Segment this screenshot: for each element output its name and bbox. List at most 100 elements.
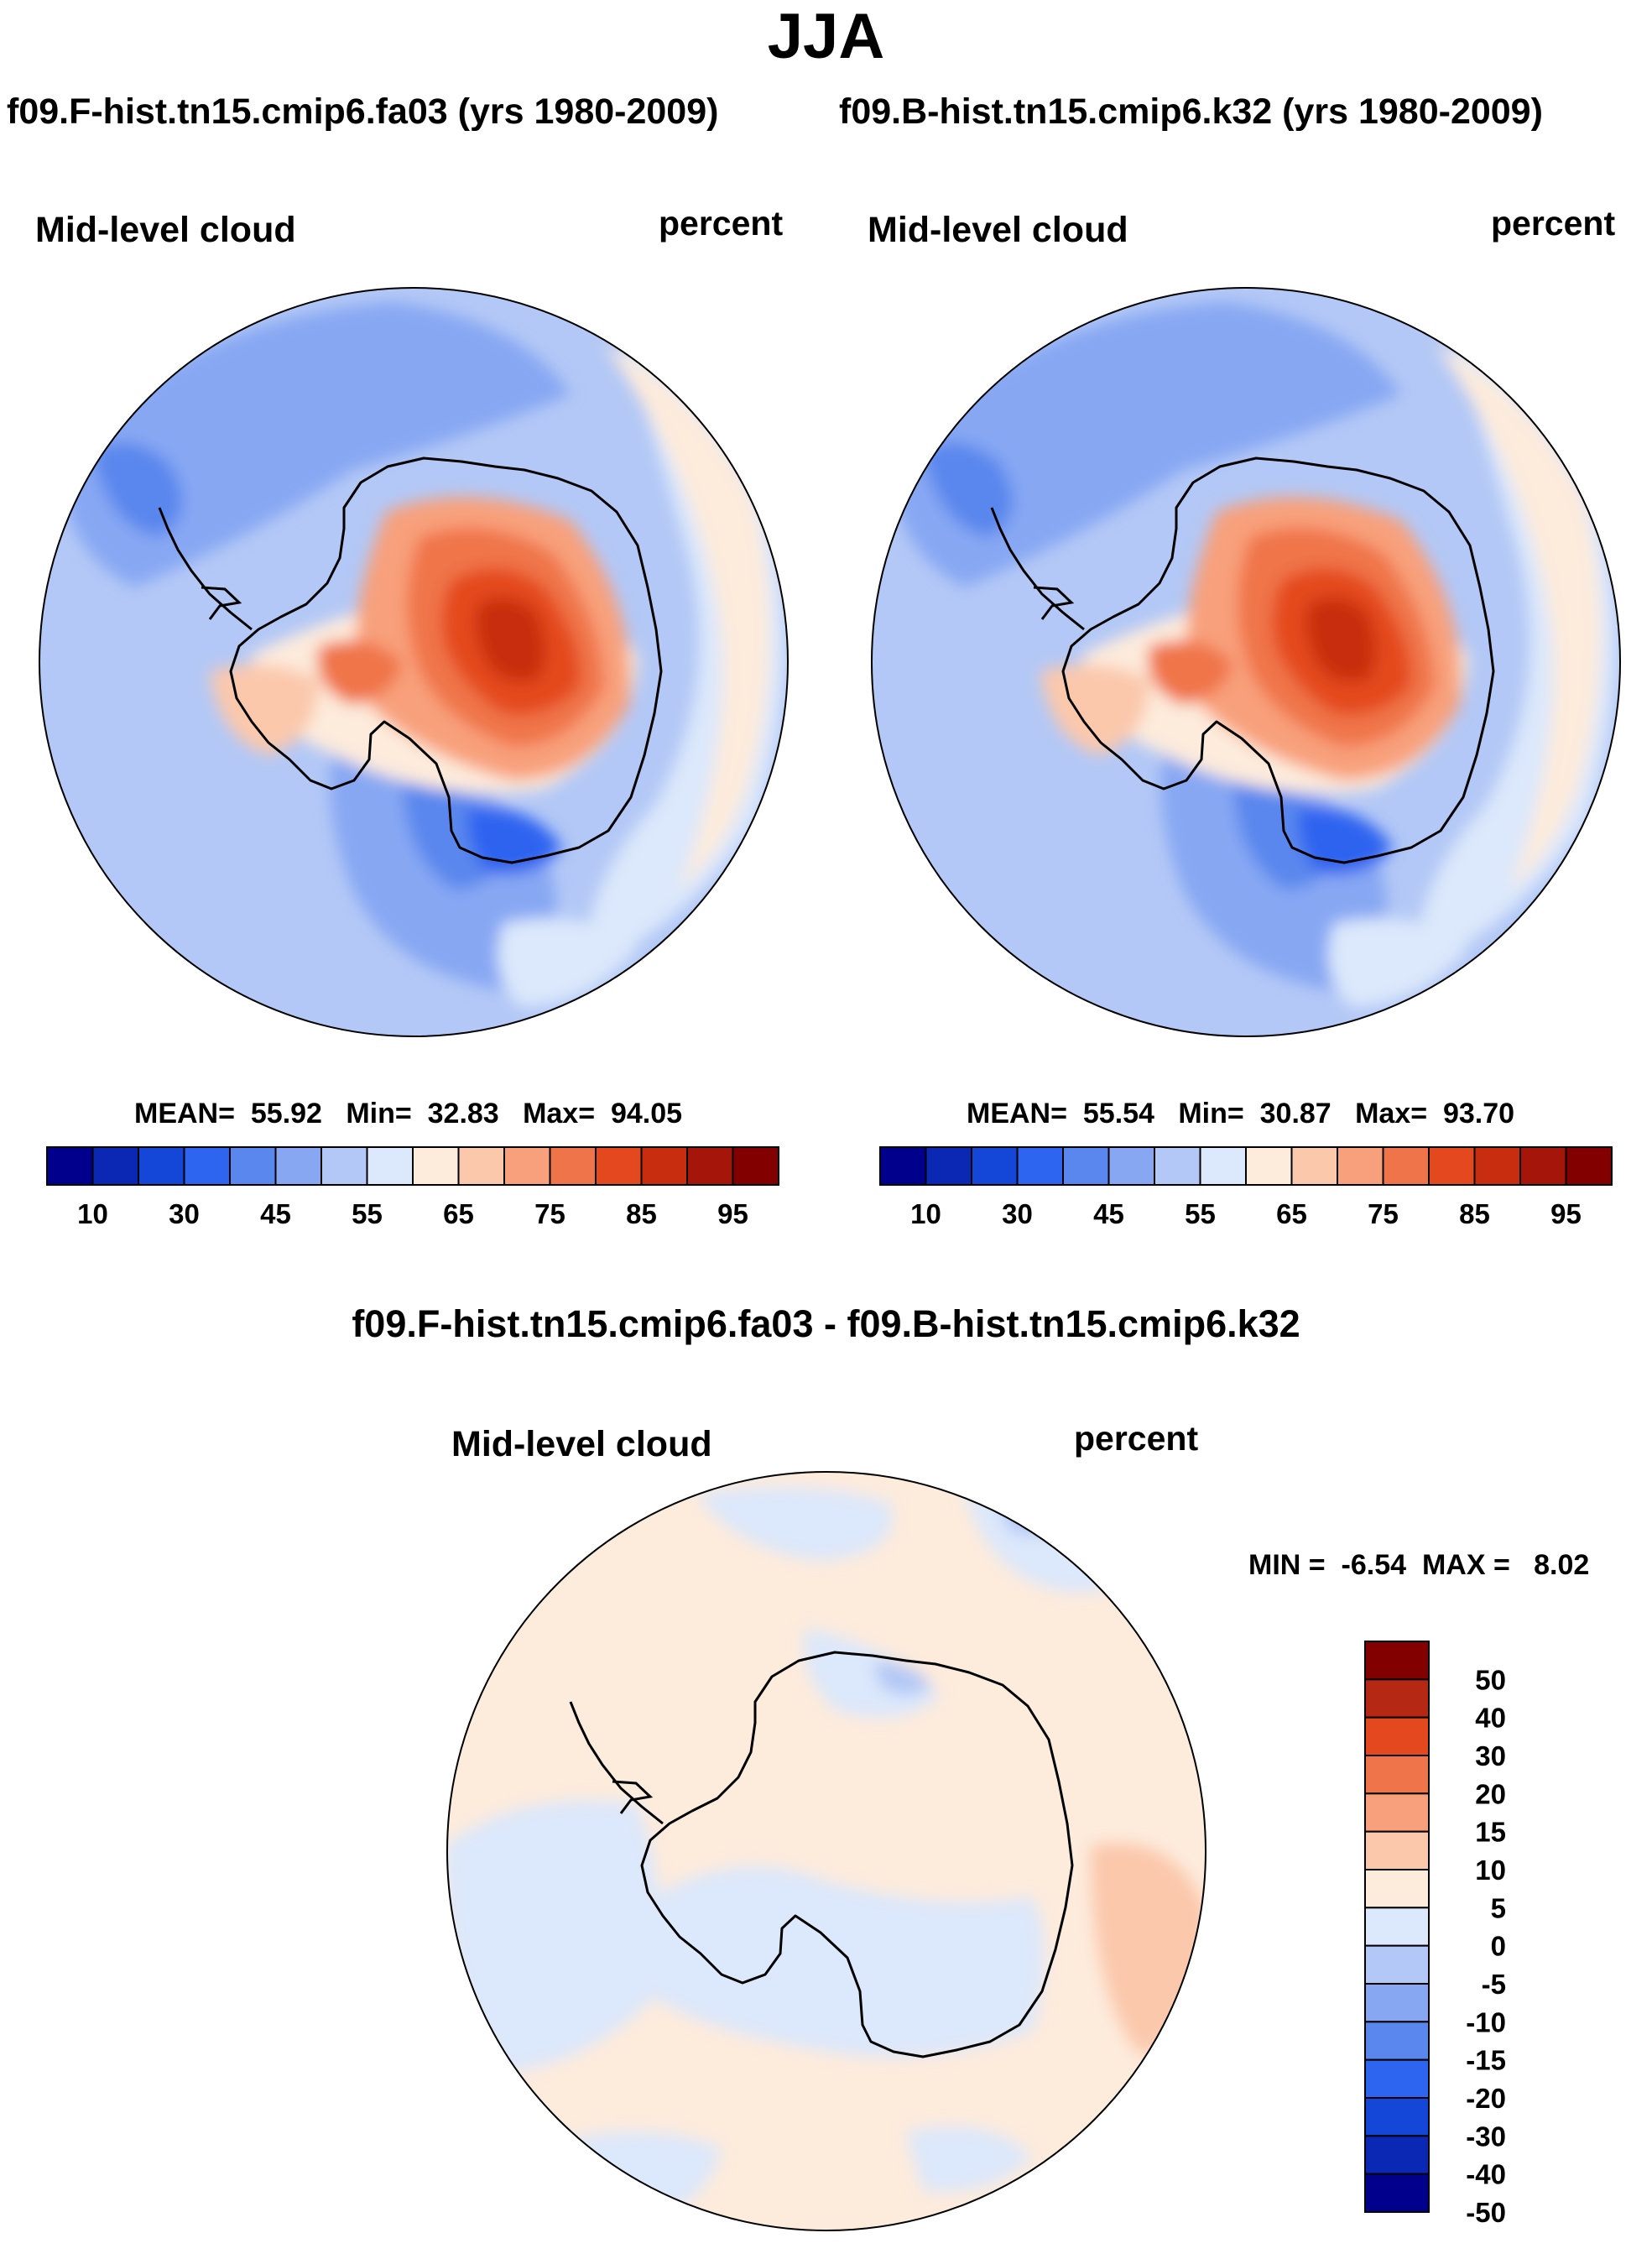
panel-a-colorbar-swatch [412, 1146, 460, 1186]
panel-a-colorbar-swatch [457, 1146, 505, 1186]
panel-c-colorbar-tick-label: 20 [1475, 1778, 1506, 1809]
panel-b-colorbar-swatch [1199, 1146, 1247, 1186]
panel-a-colorbar-tick-label: 85 [626, 1198, 657, 1229]
panel-c-colorbar-tick-label: -30 [1466, 2121, 1506, 2152]
panel-b-mean-value: 55.54 [1082, 1098, 1154, 1130]
panel-c-stats: MIN = -6.54 MAX = 8.02 [1248, 1551, 1589, 1579]
panel-b-map-frame [871, 287, 1621, 1037]
panel-c-colorbar-tick-label: -5 [1482, 1969, 1506, 2000]
panel-b-colorbar-swatch [925, 1146, 972, 1186]
panel-a-colorbar-swatch [732, 1146, 779, 1186]
panel-a-min-value: 32.83 [427, 1098, 499, 1130]
panel-a-units-label: percent [659, 204, 784, 243]
panel-a-mean-label: MEAN= [134, 1098, 235, 1130]
panel-a-colorbar-swatch [640, 1146, 688, 1186]
panel-a-colorbar-tick-label: 45 [260, 1198, 291, 1229]
panel-b-variable-label: Mid-level cloud [868, 210, 1128, 250]
panel-c-min-label: MIN = [1248, 1549, 1326, 1581]
panel-a-colorbar-swatch [183, 1146, 231, 1186]
panel-c-colorbar-tick-label: 30 [1475, 1740, 1506, 1771]
panel-b-colorbar-swatch [1290, 1146, 1338, 1186]
panel-c-colorbar-tick-label: 40 [1475, 1703, 1506, 1734]
panel-b-colorbar-swatch [1016, 1146, 1064, 1186]
panel-b-max-value: 93.70 [1442, 1098, 1515, 1130]
panel-a-colorbar-swatch [91, 1146, 139, 1186]
panel-b-colorbar-tick-label: 55 [1185, 1198, 1216, 1229]
panel-a-stats: MEAN= 55.92 Min= 32.83 Max= 94.05 [134, 1099, 682, 1128]
panel-c-colorbar-swatch [1364, 2021, 1430, 2061]
panel-b-peninsula [990, 507, 1085, 631]
panel-a-max-value: 94.05 [610, 1098, 683, 1130]
panel-b-colorbar-swatch [1473, 1146, 1521, 1186]
panel-c-colorbar-tick-label: 5 [1491, 1892, 1506, 1923]
panel-c-colorbar-swatch [1364, 2173, 1430, 2214]
panel-c-colorbar-swatch [1364, 1907, 1430, 1947]
panel-c-colorbar-tick-label: -15 [1466, 2045, 1506, 2076]
panel-c-colorbar-swatch [1364, 1983, 1430, 2023]
panel-c-colorbar-tick-label: 0 [1491, 1931, 1506, 1962]
panel-b-colorbar-swatch [1519, 1146, 1567, 1186]
panel-b-min-value: 30.87 [1259, 1098, 1332, 1130]
panel-c-colorbar-swatch [1364, 1755, 1430, 1795]
panel-c-colorbar-swatch [1364, 1716, 1430, 1756]
panel-a-colorbar-swatch [595, 1146, 643, 1186]
panel-a-colorbar-tick-label: 10 [77, 1198, 108, 1229]
panel-b-colorbar-swatch [1428, 1146, 1476, 1186]
panel-c-colorbar-tick-label: 50 [1475, 1664, 1506, 1695]
panel-a-colorbar-swatch [366, 1146, 414, 1186]
panel-c-colorbar-swatch [1364, 1641, 1430, 1681]
panel-b-map [871, 287, 1621, 1037]
panel-a-coastline [229, 456, 663, 864]
panel-b-run-title: f09.B-hist.tn15.cmip6.k32 (yrs 1980-2009… [839, 91, 1543, 132]
panel-c-colorbar-tick-label: -50 [1466, 2197, 1506, 2228]
panel-a-colorbar-swatch [46, 1146, 94, 1186]
panel-b-colorbar-tick-label: 45 [1093, 1198, 1124, 1229]
panel-b-colorbar-swatch [1382, 1146, 1430, 1186]
panel-a-colorbar-swatch [320, 1146, 368, 1186]
panel-c-peninsula [569, 1701, 664, 1825]
panel-a-colorbar-tick-label: 55 [352, 1198, 383, 1229]
panel-b-units-label: percent [1491, 204, 1616, 243]
panel-b-mean-label: MEAN= [967, 1098, 1067, 1130]
panel-c-units-label: percent [1074, 1419, 1199, 1458]
panel-b-colorbar-tick-label: 95 [1550, 1198, 1582, 1229]
panel-b-colorbar-tick-label: 30 [1002, 1198, 1033, 1229]
panel-b-colorbar-tick-label: 10 [910, 1198, 941, 1229]
panel-c-map [446, 1471, 1206, 2231]
panel-b-colorbar-tick-label: 75 [1368, 1198, 1399, 1229]
panel-b-colorbar-swatch [1107, 1146, 1155, 1186]
panel-c-colorbar-swatch [1364, 2058, 1430, 2100]
panel-b-ice-shelf [1033, 586, 1075, 620]
figure-title: JJA [767, 1, 885, 72]
panel-c-colorbar-tick-label: -40 [1466, 2159, 1506, 2190]
panel-c-coastline [640, 1651, 1074, 2058]
panel-c-colorbar-swatch [1364, 1944, 1430, 1985]
panel-a-colorbar-swatch [138, 1146, 185, 1186]
panel-a-colorbar-swatch [503, 1146, 551, 1186]
panel-a-colorbar-tick-label: 30 [169, 1198, 200, 1229]
panel-a-colorbar-tick-label: 75 [534, 1198, 565, 1229]
panel-a-colorbar-swatch [274, 1146, 322, 1186]
panel-a-variable-label: Mid-level cloud [35, 210, 296, 250]
panel-b-coastline [1061, 456, 1495, 864]
panel-a-colorbar: 10 30 45 55 65 75 85 95 [46, 1146, 779, 1229]
panel-a-ice-shelf [201, 586, 242, 620]
panel-b-colorbar-swatch [1154, 1146, 1201, 1186]
panel-c-colorbar-tick-label: 10 [1475, 1855, 1506, 1886]
panel-b-stats: MEAN= 55.54 Min= 30.87 Max= 93.70 [967, 1099, 1514, 1128]
panel-c-min-value: -6.54 [1341, 1549, 1407, 1581]
panel-b-colorbar-swatch [1245, 1146, 1293, 1186]
panel-c-colorbar-swatch [1364, 2097, 1430, 2137]
panel-a-colorbar-swatch [549, 1146, 597, 1186]
panel-c-colorbar-swatch [1364, 1792, 1430, 1833]
panel-c-ice-shelf [612, 1780, 654, 1814]
panel-a-colorbar-tick-label: 95 [717, 1198, 748, 1229]
panel-b-colorbar-tick-label: 65 [1276, 1198, 1307, 1229]
panel-c-colorbar-swatch [1364, 1678, 1430, 1719]
panel-a-map [39, 287, 789, 1037]
panel-c-variable-label: Mid-level cloud [451, 1424, 712, 1464]
panel-b-colorbar: 10 30 45 55 65 75 85 95 [879, 1146, 1613, 1229]
panel-b-colorbar-swatch [1565, 1146, 1613, 1186]
panel-b-colorbar-tick-label: 85 [1459, 1198, 1490, 1229]
